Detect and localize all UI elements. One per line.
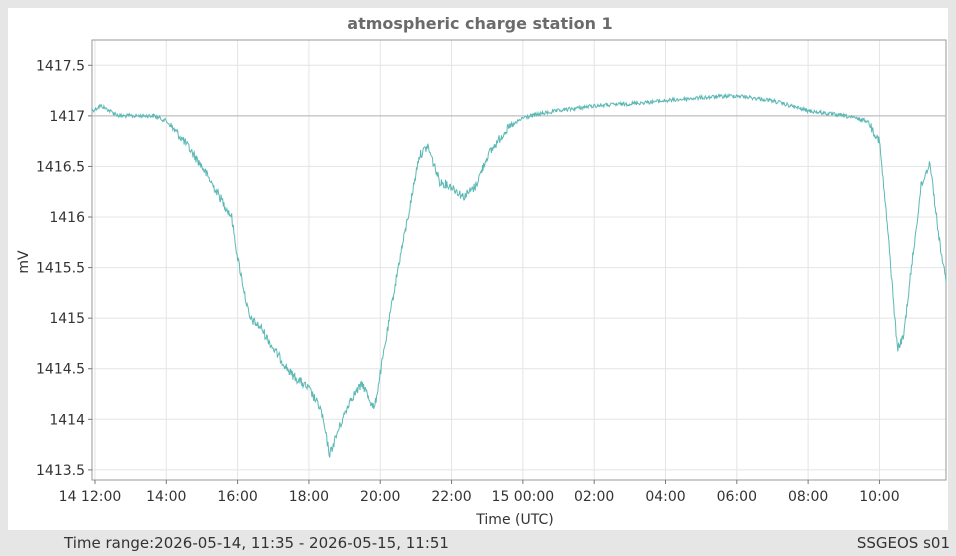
y-tick-label: 1417.5	[36, 58, 85, 74]
x-axis-label: Time (UTC)	[475, 512, 553, 528]
plot-area	[91, 39, 947, 481]
y-tick-label: 1414	[49, 412, 85, 428]
x-tick-label: 15 00:00	[492, 489, 555, 505]
chart-svg: atmospheric charge station 1 1413.514141…	[16, 14, 947, 528]
y-axis: 1413.5 1414 1414.5 1415 1415.5 1416 1416.5 1417…	[36, 58, 92, 479]
x-tick-label: 04:00	[645, 489, 685, 505]
y-tick-label: 1416.5	[36, 159, 85, 175]
y-axis-label: mV	[16, 250, 32, 274]
series-group	[91, 92, 947, 458]
chart-title: atmospheric charge station 1	[347, 14, 612, 33]
x-tick-label: 18:00	[289, 489, 329, 505]
x-tick-label: 16:00	[217, 489, 257, 505]
y-tick-label: 1415	[49, 311, 85, 327]
time-range-text: Time range:2026-05-14, 11:35 - 2026-05-1…	[64, 534, 449, 552]
series-line	[91, 92, 947, 458]
x-tick-label: 10:00	[859, 489, 899, 505]
x-tick-label: 22:00	[431, 489, 471, 505]
x-tick-label: 20:00	[360, 489, 400, 505]
x-tick-label: 06:00	[717, 489, 757, 505]
x-tick-label: 14 12:00	[59, 489, 122, 505]
y-tick-label: 1414.5	[36, 362, 85, 378]
grid	[92, 40, 946, 480]
x-tick-label: 08:00	[788, 489, 828, 505]
source-label: SSGEOS s01	[856, 534, 950, 552]
x-tick-label: 02:00	[574, 489, 614, 505]
x-tick-label: 14:00	[146, 489, 186, 505]
y-tick-label: 1415.5	[36, 261, 85, 277]
y-tick-label: 1416	[49, 210, 85, 226]
y-tick-label: 1413.5	[36, 463, 85, 479]
y-tick-label: 1417	[49, 109, 85, 125]
chart-panel: atmospheric charge station 1 1413.5 1414 1…	[8, 8, 948, 530]
x-axis: 14 12:00 14:00 16:00 18:00 20:00 22:00 15 00:0…	[59, 480, 900, 505]
